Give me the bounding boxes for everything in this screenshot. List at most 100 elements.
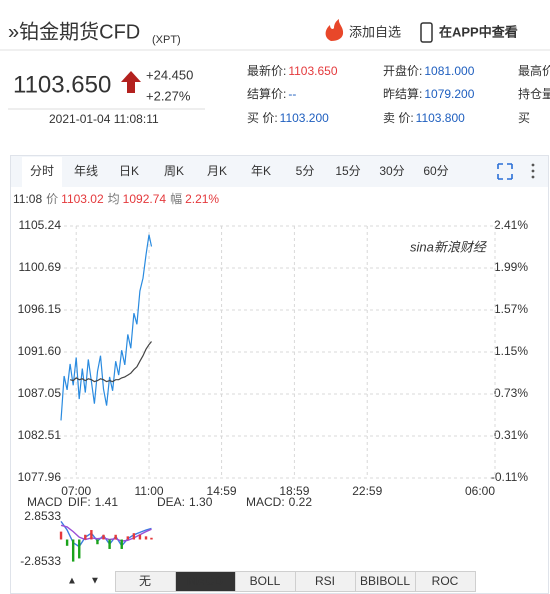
tab[interactable]: 年线 <box>74 164 98 178</box>
field-value: 1079.200 <box>424 87 474 101</box>
tab[interactable]: 日K <box>119 164 139 178</box>
quote-field: 买 价: 1103.200 <box>247 111 329 125</box>
tab[interactable]: 周K <box>164 164 184 178</box>
macd-chart: MACD DIF: 1.41 DEA: 1.30 MACD: 0.22 2.8533 -2.85… <box>20 495 312 568</box>
info-amp-label: 幅 <box>170 191 182 206</box>
field-label: 卖 价: <box>383 111 414 125</box>
field-label: 买 <box>518 111 530 125</box>
field-label: 持仓量 <box>518 86 550 101</box>
tab-bar <box>11 156 548 187</box>
macd-bar <box>84 534 87 540</box>
info-price: 1103.02 <box>61 192 104 206</box>
tabs: 分时 年线 日K 周K 月K 年K 5分 15分 30分 60分 <box>22 157 449 187</box>
tab[interactable]: 15分 <box>335 164 360 178</box>
menu-icon[interactable] <box>531 163 535 179</box>
macd-title: MACD <box>27 495 63 509</box>
field-label: 开盘价: <box>383 63 422 78</box>
indicator-button[interactable]: BOLL <box>250 574 281 588</box>
x-tick-label: 18:59 <box>279 484 309 498</box>
tab[interactable]: 分时 <box>30 164 54 178</box>
y-tick-label: 1105.24 <box>19 218 62 232</box>
x-tick-label: 11:00 <box>134 484 163 498</box>
indicator-button[interactable]: ROC <box>432 574 459 588</box>
price-line <box>60 234 153 421</box>
readout-value: 1.30 <box>189 495 213 509</box>
quote-field: 卖 价: 1103.800 <box>383 111 465 125</box>
readout-name: DIF: <box>68 495 91 509</box>
tab[interactable]: 30分 <box>379 164 404 178</box>
macd-bar <box>90 530 93 540</box>
macd-bar <box>102 534 105 540</box>
phone-icon <box>420 22 433 43</box>
y-tick-label: 2.8533 <box>24 509 61 523</box>
active-tab-bg <box>22 157 62 187</box>
field-value: 1103.800 <box>416 111 465 125</box>
quote-field: 买 <box>518 111 530 125</box>
app-view-button[interactable]: 在APP中查看 <box>439 24 518 39</box>
indicator-button[interactable]: MACD <box>187 574 223 588</box>
y-tick-label: 1100.69 <box>19 260 62 274</box>
info-line: 11:08 价 1103.02 均 1092.74 幅 2.21% <box>13 191 219 206</box>
y2-tick-label: 1.99% <box>494 260 528 274</box>
nav-arrow[interactable]: ▼ <box>90 576 100 587</box>
macd-bar <box>78 539 81 559</box>
field-label: 最高价 <box>518 63 550 78</box>
info-avg: 1092.74 <box>123 192 167 206</box>
readout-name: MACD: <box>246 495 285 509</box>
indicator-button-bg <box>415 571 476 592</box>
field-value: 1103.650 <box>288 64 337 78</box>
macd-readout: DIF: 1.41 <box>68 495 118 509</box>
y-tick-label: -2.8533 <box>20 554 61 568</box>
macd-bar <box>144 536 148 540</box>
y-tick-label: 1087.05 <box>18 386 62 400</box>
field-label: 买 价: <box>247 111 278 125</box>
indicator-button[interactable]: 无 <box>139 574 151 588</box>
instrument-title: »铂金期货CFD <box>8 20 140 43</box>
tab[interactable]: 60分 <box>423 164 448 178</box>
y-tick-label: 1096.15 <box>18 302 62 316</box>
nav-arrow[interactable]: ▲ <box>67 576 77 587</box>
macd-bar <box>138 534 142 540</box>
quote-field: 最高价 <box>518 63 550 78</box>
field-value: -- <box>288 87 296 101</box>
y-tick-label: 1077.96 <box>18 470 62 484</box>
fullscreen-icon[interactable] <box>497 163 513 180</box>
tab[interactable]: 5分 <box>296 164 315 178</box>
y2-tick-label: -0.11% <box>491 470 528 484</box>
quote-field: 结算价: -- <box>247 86 296 101</box>
indicator-button[interactable]: RSI <box>315 574 335 588</box>
info-price-label: 价 <box>46 192 58 206</box>
quote-time: 2021-01-04 11:08:11 <box>49 112 159 126</box>
y2-tick-label: 0.31% <box>494 428 528 442</box>
x-tick-label: 14:59 <box>207 484 237 498</box>
macd-bar <box>126 536 129 540</box>
indicator-button[interactable]: BBIBOLL <box>360 574 410 588</box>
add-watch-button[interactable]: 添加自选 <box>349 24 401 39</box>
fire-icon <box>325 19 344 41</box>
macd-bar <box>59 531 63 540</box>
macd-readout: MACD: 0.22 <box>246 495 312 509</box>
macd-bar <box>114 534 117 540</box>
macd-bar <box>150 537 153 540</box>
info-time: 11:08 <box>13 192 42 206</box>
macd-bar <box>108 539 111 549</box>
field-label: 结算价: <box>247 86 286 101</box>
price-change-pct: +2.27% <box>146 88 191 103</box>
field-label: 最新价: <box>247 63 286 78</box>
y2-tick-label: 1.15% <box>494 344 528 358</box>
price-chart: 1105.24 1100.69 1096.15 1091.60 1087.05 1082.… <box>18 218 529 498</box>
indicator-bar: ▲ ▼ 无 MACD BOLL RSI BBIBOLL ROC <box>67 571 476 592</box>
last-price: 1103.650 <box>13 71 111 98</box>
x-tick-label: 07:00 <box>61 484 91 498</box>
quote-field: 开盘价: 1081.000 <box>383 63 475 78</box>
price-change: +24.450 <box>146 67 193 82</box>
tab[interactable]: 月K <box>207 164 227 178</box>
info-amp: 2.21% <box>185 192 219 206</box>
up-arrow <box>121 71 141 93</box>
field-value: 1081.000 <box>424 64 474 78</box>
tab[interactable]: 年K <box>251 164 271 178</box>
y-tick-label: 1091.60 <box>18 344 62 358</box>
macd-bar <box>65 539 69 546</box>
